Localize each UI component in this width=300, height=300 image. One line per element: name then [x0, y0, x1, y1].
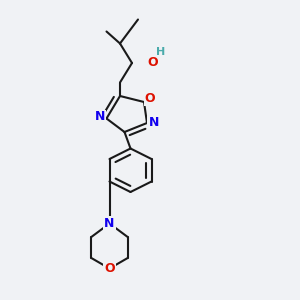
Text: O: O	[148, 56, 158, 70]
Text: N: N	[148, 116, 159, 130]
Text: H: H	[156, 47, 165, 57]
Text: O: O	[104, 262, 115, 275]
Text: O: O	[145, 92, 155, 105]
Text: N: N	[104, 217, 115, 230]
Text: N: N	[95, 110, 105, 124]
